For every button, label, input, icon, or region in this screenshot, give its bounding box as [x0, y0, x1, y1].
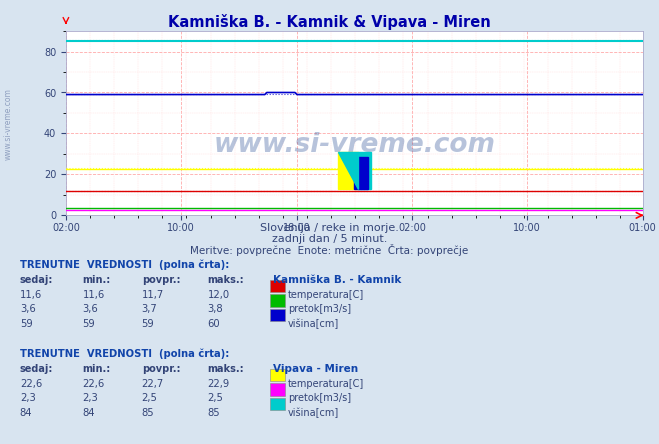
Text: 3,8: 3,8 — [208, 305, 223, 314]
Bar — [358, 152, 372, 189]
Text: 59: 59 — [20, 319, 32, 329]
Text: 85: 85 — [142, 408, 154, 418]
Text: 2,5: 2,5 — [208, 393, 223, 403]
Text: 11,6: 11,6 — [20, 290, 42, 300]
Text: Meritve: povprečne  Enote: metrične  Črta: povprečje: Meritve: povprečne Enote: metrične Črta:… — [190, 244, 469, 256]
Text: višina[cm]: višina[cm] — [288, 319, 339, 329]
Text: sedaj:: sedaj: — [20, 364, 53, 374]
Text: temperatura[C]: temperatura[C] — [288, 290, 364, 300]
Text: povpr.:: povpr.: — [142, 364, 180, 374]
Text: 22,6: 22,6 — [82, 379, 105, 389]
Text: 11,7: 11,7 — [142, 290, 164, 300]
Text: www.si-vreme.com: www.si-vreme.com — [4, 88, 13, 160]
Text: 84: 84 — [20, 408, 32, 418]
Text: 85: 85 — [208, 408, 220, 418]
Text: Vipava - Miren: Vipava - Miren — [273, 364, 358, 374]
Text: 60: 60 — [208, 319, 220, 329]
Text: maks.:: maks.: — [208, 275, 244, 285]
Text: min.:: min.: — [82, 364, 111, 374]
Text: 22,9: 22,9 — [208, 379, 230, 389]
Text: 2,3: 2,3 — [82, 393, 98, 403]
Text: 59: 59 — [142, 319, 154, 329]
Bar — [354, 158, 368, 189]
Text: Kamniška B. - Kamnik: Kamniška B. - Kamnik — [273, 275, 402, 285]
Text: 3,6: 3,6 — [20, 305, 36, 314]
Text: 2,5: 2,5 — [142, 393, 158, 403]
Text: zadnji dan / 5 minut.: zadnji dan / 5 minut. — [272, 234, 387, 244]
Text: pretok[m3/s]: pretok[m3/s] — [288, 305, 351, 314]
Text: TRENUTNE  VREDNOSTI  (polna črta):: TRENUTNE VREDNOSTI (polna črta): — [20, 349, 229, 359]
Text: višina[cm]: višina[cm] — [288, 408, 339, 418]
Text: pretok[m3/s]: pretok[m3/s] — [288, 393, 351, 403]
Text: 2,3: 2,3 — [20, 393, 36, 403]
Text: www.si-vreme.com: www.si-vreme.com — [214, 132, 495, 159]
Text: 59: 59 — [82, 319, 95, 329]
Text: 22,7: 22,7 — [142, 379, 164, 389]
Text: 3,6: 3,6 — [82, 305, 98, 314]
Text: sedaj:: sedaj: — [20, 275, 53, 285]
Text: 11,6: 11,6 — [82, 290, 105, 300]
Text: maks.:: maks.: — [208, 364, 244, 374]
Polygon shape — [338, 152, 358, 189]
Text: min.:: min.: — [82, 275, 111, 285]
Text: 22,6: 22,6 — [20, 379, 42, 389]
Text: TRENUTNE  VREDNOSTI  (polna črta):: TRENUTNE VREDNOSTI (polna črta): — [20, 260, 229, 270]
Text: Slovenija / reke in morje.: Slovenija / reke in morje. — [260, 223, 399, 233]
Bar — [338, 152, 358, 189]
Text: 3,7: 3,7 — [142, 305, 158, 314]
Text: povpr.:: povpr.: — [142, 275, 180, 285]
Text: 84: 84 — [82, 408, 95, 418]
Text: 12,0: 12,0 — [208, 290, 230, 300]
Text: temperatura[C]: temperatura[C] — [288, 379, 364, 389]
Text: Kamniška B. - Kamnik & Vipava - Miren: Kamniška B. - Kamnik & Vipava - Miren — [168, 14, 491, 30]
